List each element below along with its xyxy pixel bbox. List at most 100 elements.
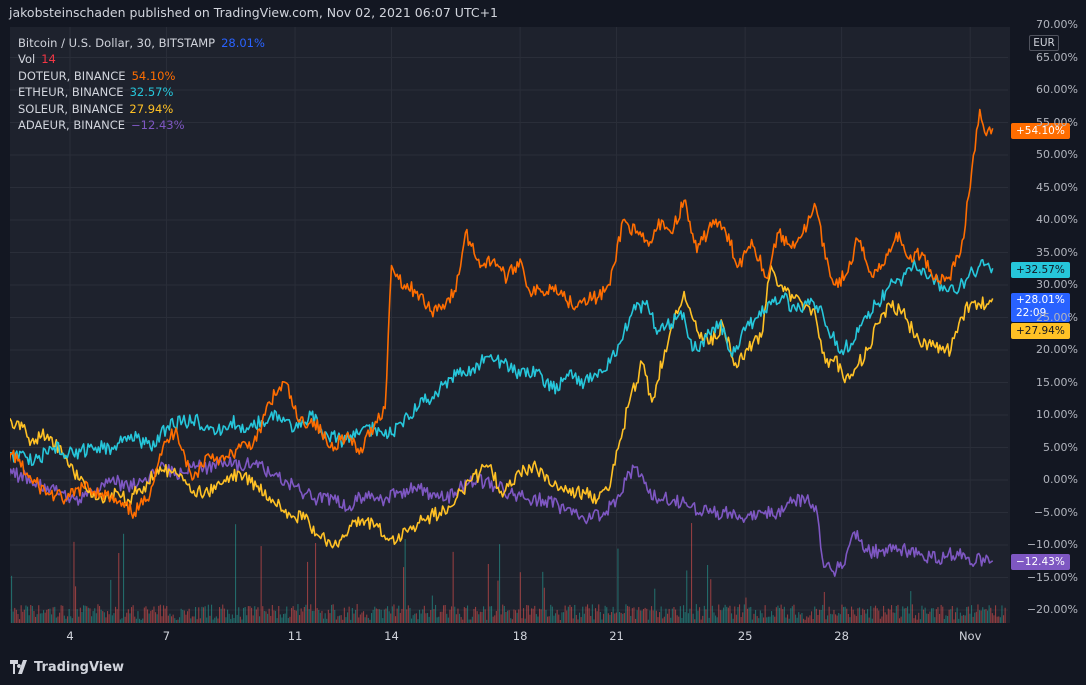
volume-bar xyxy=(692,613,694,623)
volume-bar xyxy=(590,615,592,623)
volume-bar xyxy=(379,609,381,623)
volume-bar xyxy=(796,617,798,623)
footer-brand: TradingView xyxy=(10,658,124,676)
volume-bar xyxy=(748,607,750,623)
legend-main-value: 28.01% xyxy=(221,36,265,50)
legend-series-sol[interactable]: SOLEUR, BINANCE 27.94% xyxy=(18,101,265,117)
volume-bar xyxy=(380,609,382,623)
volume-bar xyxy=(958,618,960,623)
y-axis-tick-label: 5.00% xyxy=(1043,440,1078,454)
volume-bar xyxy=(198,607,200,623)
volume-bar xyxy=(609,614,611,623)
volume-bar xyxy=(679,606,681,623)
volume-bar xyxy=(239,616,241,623)
volume-bar xyxy=(743,604,745,623)
volume-bar xyxy=(119,619,121,623)
volume-bar xyxy=(308,609,310,623)
volume-bar xyxy=(143,607,145,623)
volume-bar xyxy=(684,612,686,623)
y-axis-tick-label: 15.00% xyxy=(1036,375,1078,389)
volume-bar xyxy=(447,617,449,623)
volume-bar xyxy=(364,617,366,623)
volume-bar xyxy=(427,613,429,623)
chart-canvas[interactable] xyxy=(10,27,1010,623)
volume-bar xyxy=(54,606,56,623)
volume-bar xyxy=(545,609,547,623)
y-axis-tick-label: 35.00% xyxy=(1036,245,1078,259)
volume-bar xyxy=(257,607,259,623)
volume-bar xyxy=(900,616,902,623)
volume-bar xyxy=(595,608,597,623)
series-line xyxy=(10,456,994,577)
volume-bar xyxy=(14,607,16,623)
volume-bar xyxy=(862,608,864,623)
volume-bar xyxy=(849,617,851,623)
volume-bar xyxy=(495,610,497,623)
volume-bar xyxy=(22,611,24,623)
volume-bar xyxy=(129,613,131,623)
volume-bar xyxy=(108,614,110,623)
volume-bar xyxy=(822,604,824,623)
volume-bar xyxy=(435,604,437,623)
volume-bar xyxy=(428,616,430,623)
volume-bar xyxy=(470,619,472,623)
volume-bar xyxy=(524,618,526,623)
volume-bar xyxy=(593,619,595,623)
volume-bar xyxy=(750,606,752,623)
volume-bar xyxy=(419,609,421,623)
volume-bar xyxy=(76,609,78,623)
legend-main-symbol[interactable]: Bitcoin / U.S. Dollar, 30, BITSTAMP 28.01… xyxy=(18,35,265,51)
volume-bar xyxy=(732,618,734,623)
volume-bar xyxy=(555,613,557,623)
volume-bar xyxy=(539,608,541,623)
volume-bar xyxy=(531,608,533,623)
legend-series-dot[interactable]: DOTEUR, BINANCE 54.10% xyxy=(18,68,265,84)
volume-bar xyxy=(350,619,352,623)
volume-bar xyxy=(558,614,560,623)
volume-bar xyxy=(615,612,617,623)
volume-bar xyxy=(670,617,672,623)
price-tag-label: +32.57% xyxy=(1011,262,1070,278)
volume-bar xyxy=(598,604,600,623)
legend-series-eth[interactable]: ETHEUR, BINANCE 32.57% xyxy=(18,84,265,100)
volume-bar xyxy=(319,612,321,623)
volume-bar xyxy=(897,604,899,623)
volume-bar xyxy=(964,615,966,623)
volume-bar xyxy=(20,605,22,623)
volume-bar xyxy=(71,618,73,623)
volume-bar xyxy=(83,605,85,623)
volume-bar xyxy=(393,604,395,623)
volume-bar xyxy=(998,616,1000,623)
y-axis-tick-label: −5.00% xyxy=(1033,505,1078,519)
volume-bar xyxy=(868,617,870,623)
currency-button[interactable]: EUR xyxy=(1029,35,1059,51)
y-axis-tick-label: −15.00% xyxy=(1026,570,1078,584)
volume-bar xyxy=(659,612,661,623)
volume-bar xyxy=(471,616,473,623)
volume-bar xyxy=(516,612,518,623)
volume-bar xyxy=(703,605,705,623)
volume-bar xyxy=(487,563,489,623)
volume-bar xyxy=(452,551,454,623)
volume-bar xyxy=(411,618,413,623)
volume-bar xyxy=(884,612,886,623)
volume-bar xyxy=(284,613,286,623)
volume-bar xyxy=(579,612,581,623)
volume-bar xyxy=(155,612,157,623)
volume-bar xyxy=(446,613,448,623)
x-axis-tick-label: 25 xyxy=(737,629,753,643)
legend-volume[interactable]: Vol 14 xyxy=(18,51,265,67)
volume-bar xyxy=(663,616,665,623)
x-axis-tick-label: 28 xyxy=(834,629,849,643)
volume-bar xyxy=(740,617,742,623)
volume-bar xyxy=(865,613,867,623)
volume-bar xyxy=(759,610,761,623)
y-axis-tick-label: 25.00% xyxy=(1036,310,1078,324)
volume-bar xyxy=(630,615,632,623)
chart-pane[interactable] xyxy=(10,27,1010,623)
legend-series-ada[interactable]: ADAEUR, BINANCE −12.43% xyxy=(18,117,265,133)
volume-bar xyxy=(422,609,424,623)
volume-bar xyxy=(683,605,685,623)
volume-bar xyxy=(27,606,29,623)
volume-bar xyxy=(667,613,669,623)
